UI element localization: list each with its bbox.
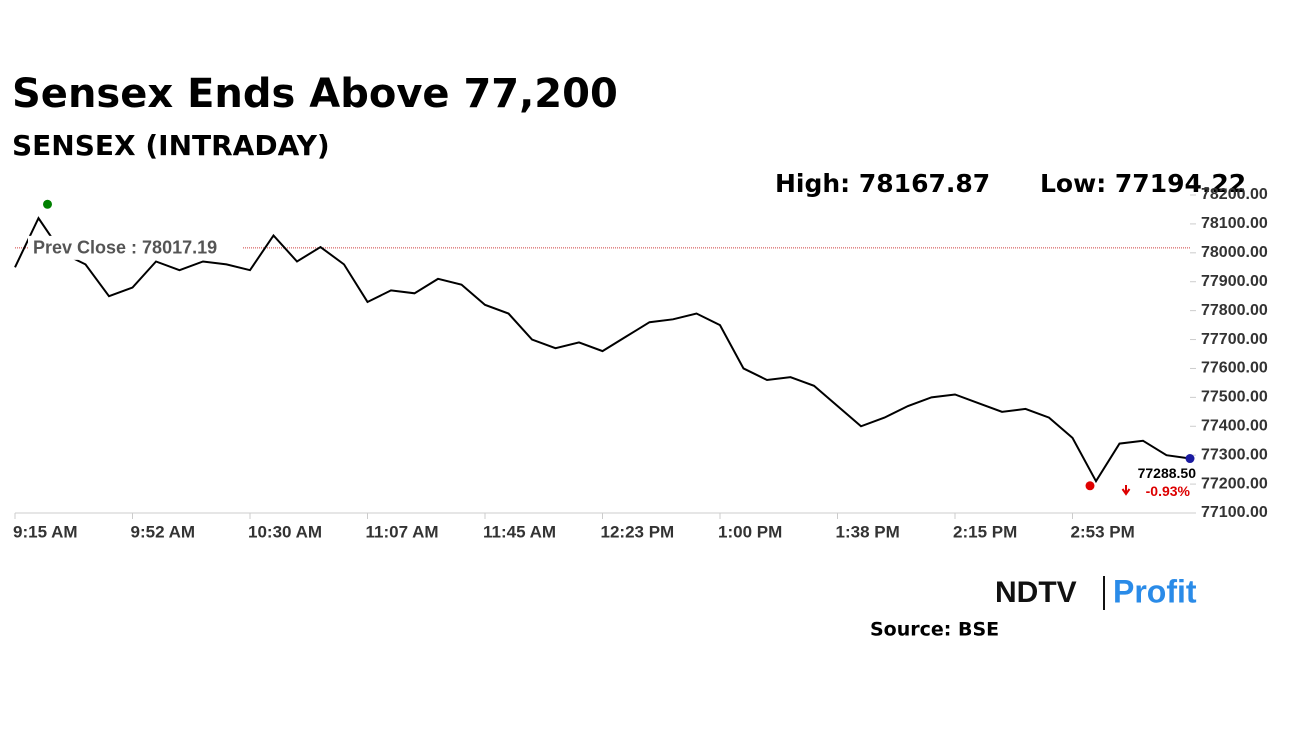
x-tick-label: 12:23 PM	[601, 522, 675, 541]
high-marker	[43, 199, 52, 209]
prev-close-label: Prev Close : 78017.19	[33, 238, 217, 258]
series-line	[14, 216, 1191, 484]
chart-subtitle: SENSEX (INTRADAY)	[12, 129, 330, 162]
down-arrow	[1121, 485, 1131, 496]
y-tick-label: 77100.00	[1201, 504, 1268, 521]
x-tick-label: 10:30 AM	[248, 522, 322, 541]
y-tick-label: 77400.00	[1201, 417, 1268, 434]
logo-ndtv: NDTV	[995, 576, 1077, 609]
y-tick-label: 77300.00	[1201, 446, 1268, 463]
y-tick-label: 77500.00	[1201, 389, 1268, 406]
y-tick-label: 78100.00	[1201, 215, 1268, 232]
y-tick-label: 77700.00	[1201, 331, 1268, 348]
chart-title: Sensex Ends Above 77,200	[12, 71, 618, 117]
change-label: -0.93%	[1146, 483, 1191, 499]
last-marker	[1185, 454, 1195, 464]
x-tick-label: 2:53 PM	[1071, 522, 1135, 541]
x-tick-label: 1:00 PM	[718, 522, 782, 541]
logo-profit: Profit	[1113, 573, 1197, 609]
prev-close-bg	[28, 235, 243, 260]
source: Source: BSE	[870, 619, 999, 641]
x-tick-label: 9:52 AM	[131, 522, 196, 541]
y-tick-label: 77900.00	[1201, 273, 1268, 290]
low-label: Low: 77194.22	[1040, 169, 1246, 198]
x-tick-label: 11:07 AM	[366, 522, 439, 541]
x-tick-label: 11:45 AM	[483, 522, 556, 541]
x-tick-label: 1:38 PM	[836, 522, 900, 541]
low-marker	[1085, 481, 1095, 491]
y-tick-label: 77800.00	[1201, 302, 1268, 319]
x-tick-label: 9:15 AM	[13, 522, 78, 541]
y-tick-label: 77200.00	[1201, 475, 1268, 492]
y-tick-label: 78200.00	[1201, 186, 1268, 203]
last-label: 77288.50	[1138, 465, 1197, 481]
y-tick-label: 77600.00	[1201, 360, 1268, 377]
high-label: High: 78167.87	[775, 169, 990, 198]
x-tick-label: 2:15 PM	[953, 522, 1017, 541]
y-tick-label: 78000.00	[1201, 244, 1268, 261]
